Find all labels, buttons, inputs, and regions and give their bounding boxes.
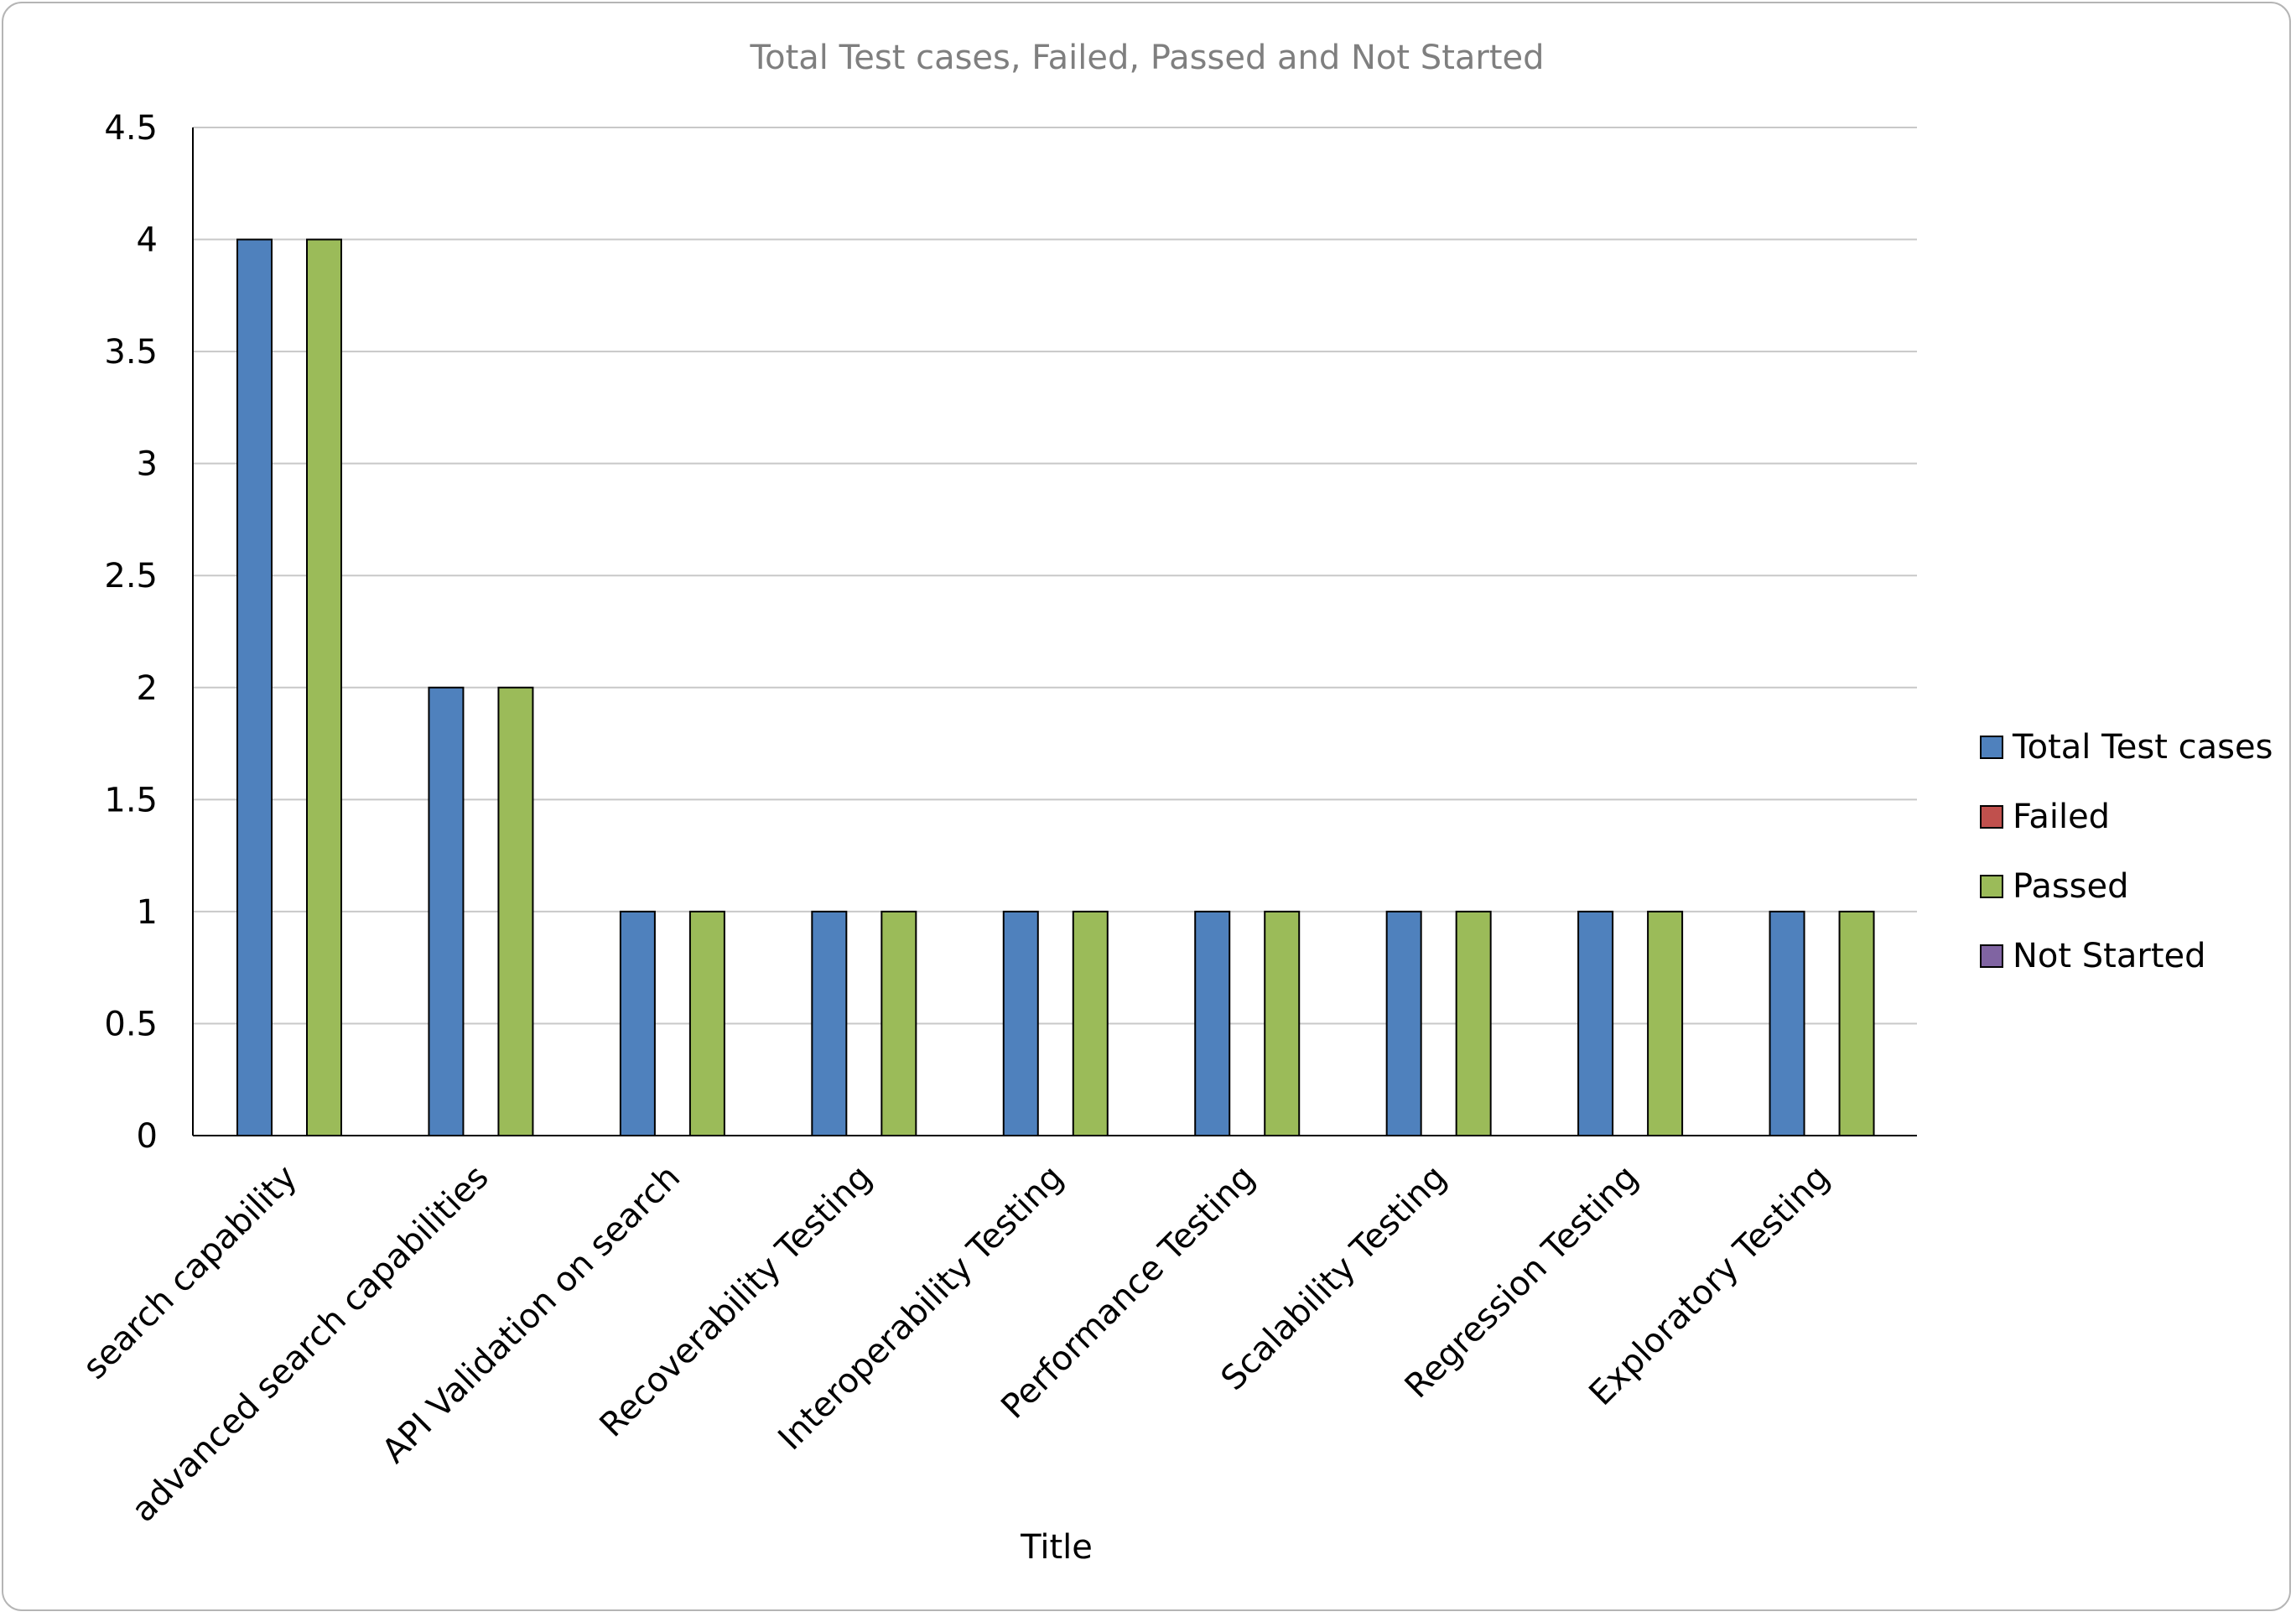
bar-passed <box>880 910 917 1137</box>
bar-passed <box>1647 910 1684 1137</box>
y-tick-label: 2 <box>137 669 158 708</box>
bar-passed <box>1264 910 1301 1137</box>
bar-total-test-cases <box>811 910 848 1137</box>
bar-passed <box>1072 910 1109 1137</box>
legend-swatch <box>1980 736 2003 759</box>
y-tick-label: 4.5 <box>104 109 158 148</box>
x-tick-label: search capability <box>75 1158 304 1387</box>
legend: Total Test cases Failed Passed Not Started <box>1980 728 2273 975</box>
axes <box>192 127 1917 1136</box>
legend-swatch <box>1980 875 2003 898</box>
y-tick-label: 3 <box>137 445 158 484</box>
bar-total-test-cases <box>1769 910 1805 1137</box>
y-tick-label: 1 <box>137 893 158 932</box>
x-axis-label: Title <box>1020 1528 1093 1567</box>
bar-total-test-cases <box>428 686 465 1136</box>
bar-total-test-cases <box>619 910 656 1137</box>
bar-passed <box>1455 910 1492 1137</box>
legend-label: Passed <box>2013 867 2129 906</box>
bar-total-test-cases <box>236 238 273 1136</box>
bar-total-test-cases <box>1194 910 1231 1137</box>
y-tick-labels: 0 0.5 1 1.5 2 2.5 3 3.5 4 4.5 <box>104 109 158 1156</box>
y-tick-label: 2.5 <box>104 557 158 595</box>
legend-label: Total Test cases <box>2012 728 2273 767</box>
y-tick-label: 0 <box>137 1117 158 1156</box>
bar-total-test-cases <box>1577 910 1614 1137</box>
gridlines <box>193 127 1917 1025</box>
bar-passed <box>688 910 725 1137</box>
chart-title: Total Test cases, Failed, Passed and Not… <box>749 39 1544 77</box>
y-tick-label: 0.5 <box>104 1005 158 1043</box>
bar-total-test-cases <box>1385 910 1422 1137</box>
y-tick-label: 1.5 <box>104 781 158 819</box>
x-tick-label: advanced search capabilities <box>124 1158 496 1530</box>
legend-swatch <box>1980 805 2003 829</box>
bar-total-test-cases <box>1002 910 1039 1137</box>
legend-label: Failed <box>2013 798 2110 836</box>
y-tick-label: 3.5 <box>104 333 158 372</box>
bar-passed <box>306 238 342 1136</box>
bar-passed <box>497 686 534 1136</box>
bar-chart: Total Test cases, Failed, Passed and Not… <box>75 39 2273 1567</box>
legend-label: Not Started <box>2013 937 2206 975</box>
bar-passed <box>1838 910 1875 1137</box>
y-tick-label: 4 <box>137 221 158 260</box>
bars <box>236 238 1875 1137</box>
legend-swatch <box>1980 944 2003 968</box>
